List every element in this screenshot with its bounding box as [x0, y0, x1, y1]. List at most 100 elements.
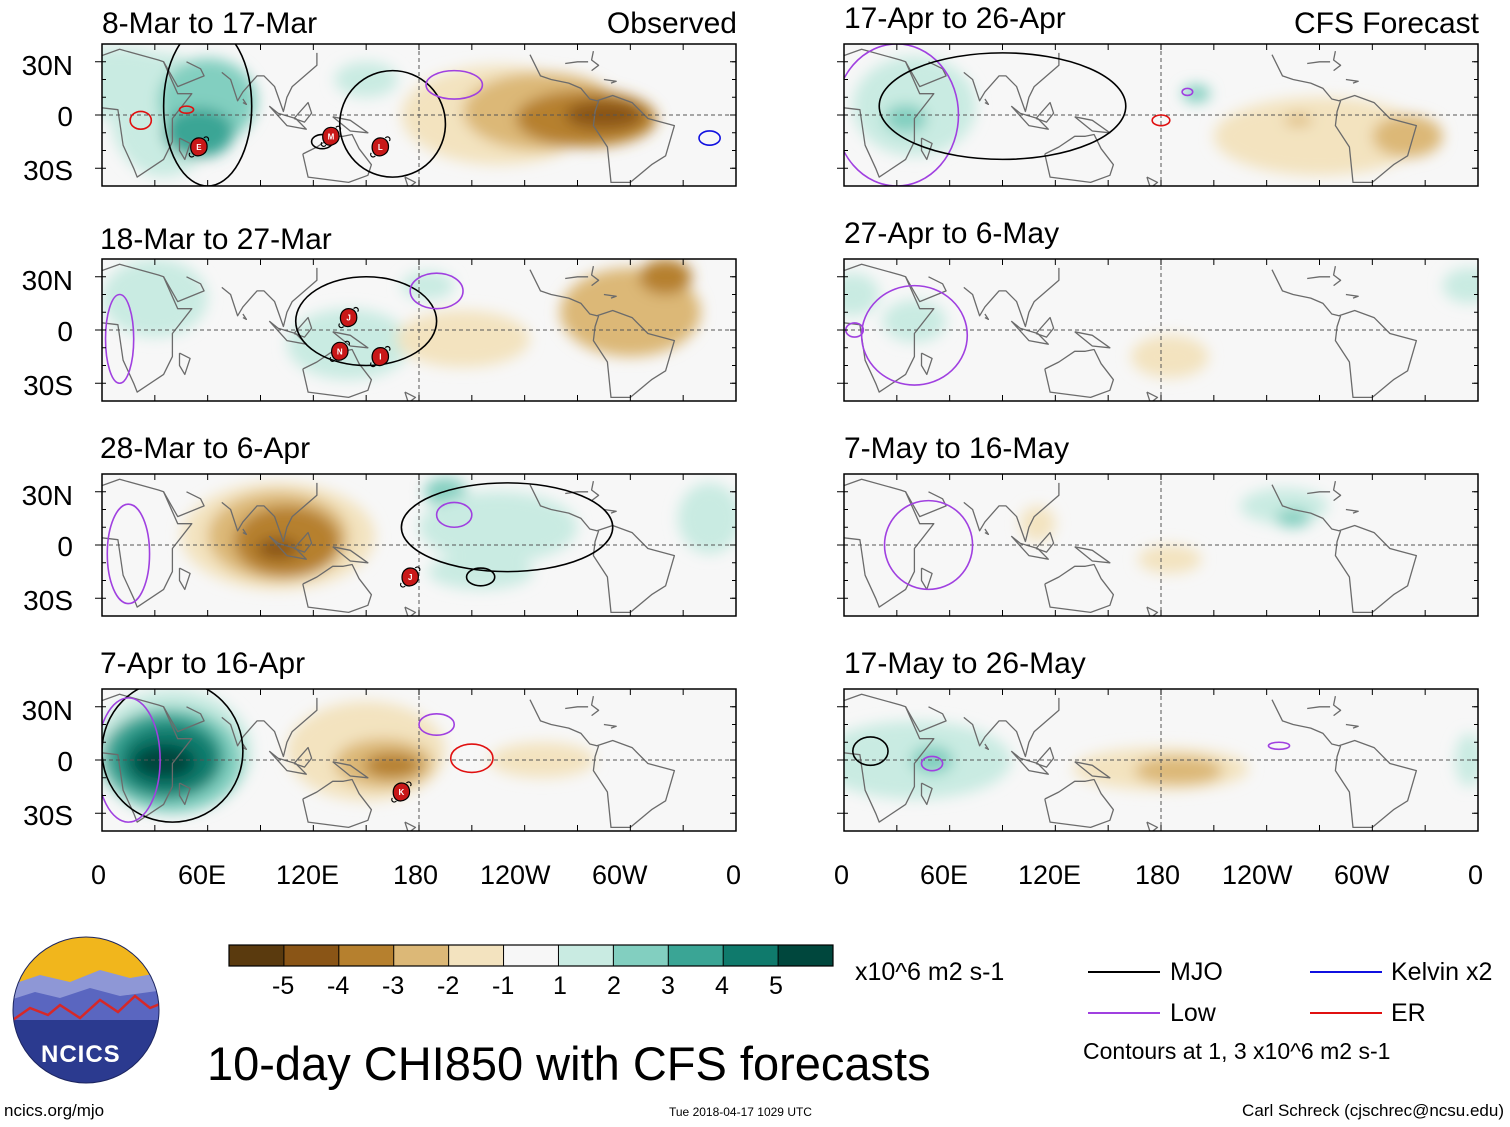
coastline [984, 98, 990, 106]
coastline [293, 531, 313, 553]
coastline [242, 743, 248, 751]
tropical-cyclone-icon: I [370, 345, 391, 368]
contour-line [129, 110, 153, 130]
coastline [404, 821, 417, 831]
wave-contours [129, 44, 721, 186]
contour-line [338, 69, 447, 178]
lat-label: 30S [23, 585, 73, 616]
coastline [242, 528, 248, 536]
map-panel-obs-2 [95, 258, 737, 402]
wave-contours [102, 689, 494, 823]
colorbar-swatch [393, 945, 450, 966]
author-credit: Carl Schreck (cjschrec@ncsu.edu) [1242, 1101, 1504, 1120]
coastline [242, 98, 248, 106]
legend-lines [1088, 971, 1382, 1014]
map-panel-obs-4 [95, 688, 737, 832]
anomaly-shading [102, 689, 596, 814]
coastline [1146, 391, 1159, 401]
storm-letter: E [196, 143, 202, 152]
coastline [1035, 746, 1055, 768]
coastline [1271, 484, 1418, 614]
contour-line [102, 689, 244, 823]
colorbar-swatch [723, 945, 779, 966]
contour-line [878, 52, 1127, 161]
coastline [332, 116, 369, 134]
coastline [603, 723, 617, 729]
anomaly-region [131, 744, 196, 780]
source-url[interactable]: ncics.org/mjo [4, 1101, 105, 1120]
coastlines [844, 263, 1418, 401]
coastline [1345, 293, 1359, 299]
coastline [221, 52, 318, 113]
coastline [1074, 761, 1111, 779]
anomaly-region [419, 491, 578, 563]
colorbar-tick: -2 [437, 972, 460, 1000]
anomaly-region [1182, 84, 1211, 103]
coastline [963, 482, 1060, 543]
axis-ticks [837, 473, 1479, 617]
coastline [302, 563, 373, 614]
coastline [905, 61, 947, 88]
contour-line [1181, 87, 1194, 97]
coastline [1044, 133, 1115, 184]
legend-kelvin-label: Kelvin x2 [1391, 958, 1493, 986]
legend-low-label: Low [1170, 999, 1216, 1027]
coastline [302, 778, 373, 829]
coastline [332, 331, 369, 349]
coastline [268, 750, 307, 775]
logo-mountain [13, 988, 159, 1020]
storm-letter: J [346, 314, 350, 323]
wave-contours [106, 482, 614, 605]
storm-letter: M [328, 132, 335, 141]
lon-label: 120E [1018, 860, 1082, 890]
contour-line [102, 697, 161, 823]
colorbar-tick: 1 [553, 972, 567, 1000]
coastline [590, 265, 600, 287]
contour-line [844, 44, 960, 186]
lat-label: 0 [57, 316, 73, 347]
coastlines [844, 48, 1418, 186]
anomaly-region [102, 259, 208, 338]
coastline [221, 482, 318, 543]
anomaly-region [1213, 97, 1426, 176]
coastline [529, 699, 676, 829]
lon-label: 180 [1135, 860, 1181, 890]
map-panel-fcst-2 [837, 258, 1479, 402]
legend-mjo-label: MJO [1170, 958, 1223, 986]
lat-label: 30N [21, 50, 73, 81]
coastline [1345, 508, 1359, 514]
coastline [1271, 269, 1418, 399]
anomaly-region [256, 537, 300, 560]
timestamp: Tue 2018-04-17 1029 UTC [669, 1105, 812, 1119]
coastline [565, 61, 589, 65]
logo-ring [12, 936, 160, 1084]
coastline [590, 480, 600, 502]
coastline [268, 535, 307, 560]
coastline [844, 693, 935, 823]
coastline [603, 293, 617, 299]
lat-label: 0 [57, 101, 73, 132]
lon-label: 60W [1334, 860, 1390, 890]
coastlines [102, 263, 676, 401]
coastline [178, 782, 191, 806]
coastline [332, 761, 369, 779]
coastline [1271, 699, 1418, 829]
colorbar-swatch [503, 945, 559, 966]
coastline [404, 391, 417, 401]
lon-label: 120W [1222, 860, 1293, 890]
lon-label: 60E [920, 860, 969, 890]
coastlines [102, 693, 676, 831]
lat-label: 30N [21, 480, 73, 511]
anomaly-region [884, 104, 927, 133]
colorbar-tick: -5 [272, 972, 295, 1000]
coastline [565, 276, 589, 280]
contour-line [435, 501, 473, 529]
axis-ticks [837, 258, 1479, 402]
coastline [102, 263, 193, 393]
coastline [1345, 78, 1359, 84]
anomaly-region [1372, 115, 1443, 158]
coastline [1010, 105, 1049, 130]
lon-label: 60E [178, 860, 227, 890]
coastline [905, 706, 947, 733]
map-panel-fcst-1 [837, 43, 1479, 187]
